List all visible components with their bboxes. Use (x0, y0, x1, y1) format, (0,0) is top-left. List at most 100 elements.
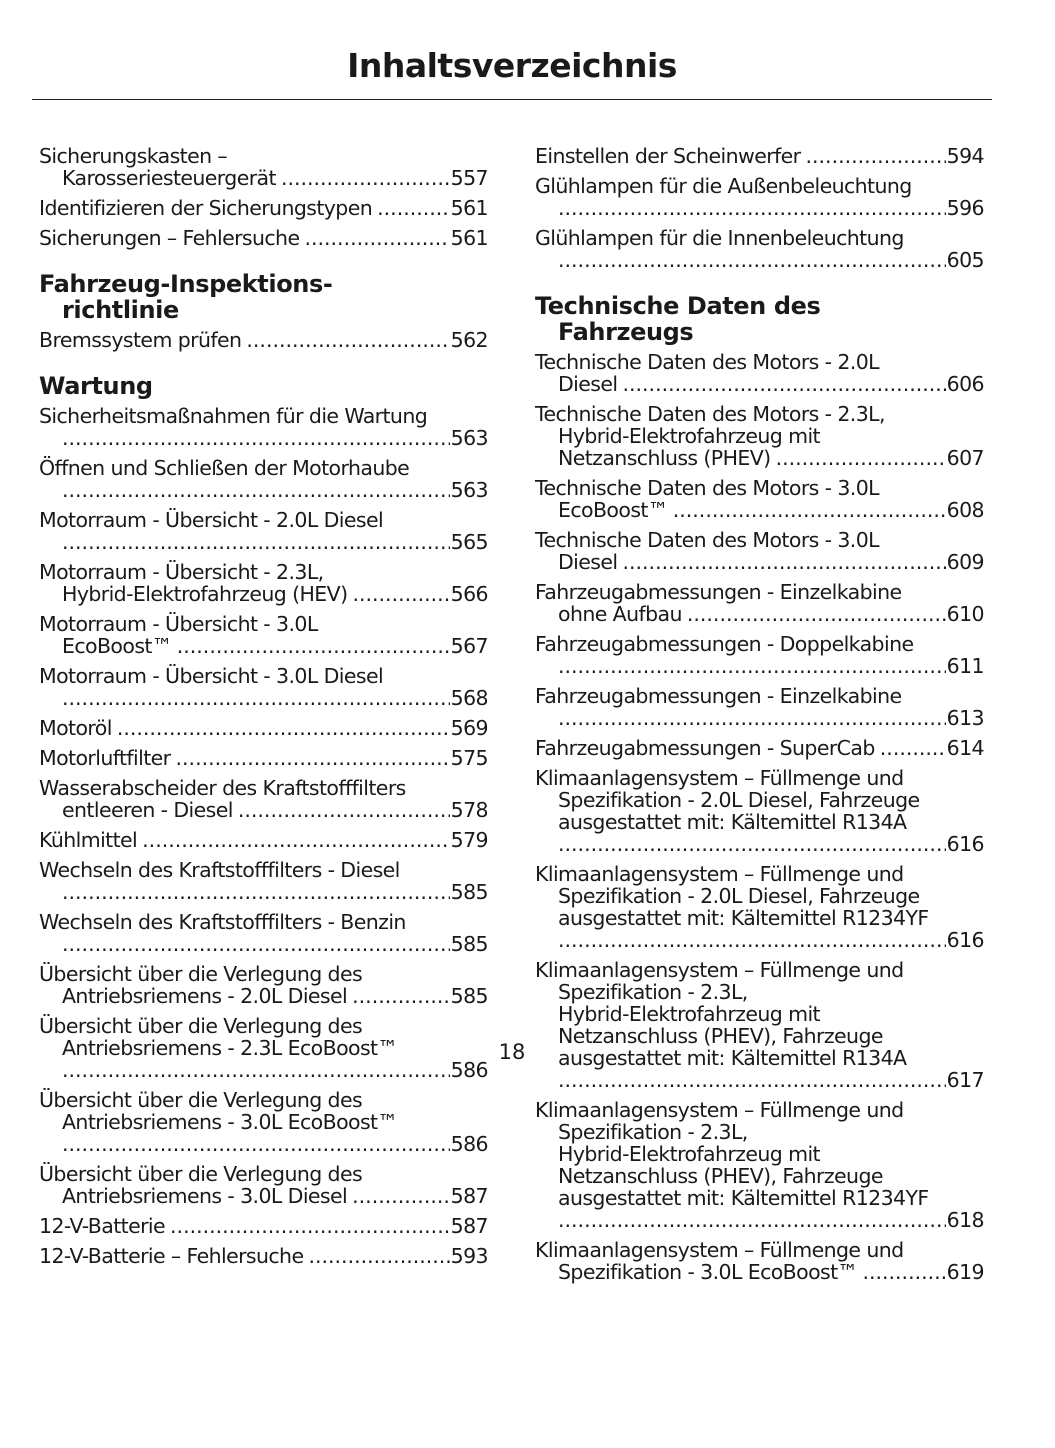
page-ref[interactable]: 610 (946, 602, 985, 626)
entry-line: ausgestattet mit: Kältemittel R134A (558, 810, 907, 834)
toc-entry[interactable]: Klimaanlagensystem – Füllmenge und Spezif… (535, 959, 985, 1092)
page-ref[interactable]: 585 (450, 880, 489, 904)
page-ref[interactable]: 605 (946, 248, 985, 272)
toc-entry[interactable]: Technische Daten des Motors - 3.0L Diesel… (535, 529, 985, 574)
page-ref[interactable]: 594 (946, 144, 985, 168)
page-ref[interactable]: 566 (450, 582, 489, 606)
toc-entry[interactable]: Technische Daten des Motors - 2.3L, Hybri… (535, 402, 985, 470)
page-ref[interactable]: 567 (450, 634, 489, 658)
page-ref[interactable]: 618 (946, 1208, 985, 1232)
entry-line: Motorraum - Übersicht - 3.0L Diesel (39, 664, 384, 688)
toc-entry[interactable]: Glühlampen für die Außenbeleuchtung 596 (535, 175, 985, 220)
toc-entry[interactable]: 12-V-Batterie 587 (39, 1214, 489, 1238)
entry-line: Fahrzeugabmessungen - Einzelkabine (535, 684, 902, 708)
page-ref[interactable]: 616 (946, 928, 985, 952)
toc-left-column: Sicherungskasten –Karosseriesteuergerät 5… (39, 145, 489, 1275)
toc-entry[interactable]: Wasserabscheider des Kraftstofffilters en… (39, 776, 489, 822)
toc-entry[interactable]: Motorraum - Übersicht - 3.0L Diesel 568 (39, 664, 489, 710)
page-ref[interactable]: 568 (450, 686, 489, 710)
page-ref[interactable]: 611 (946, 654, 985, 678)
page-ref[interactable]: 585 (450, 932, 489, 956)
page-ref[interactable]: 561 (450, 226, 489, 250)
entry-last-line: 613 (535, 706, 985, 730)
page-ref[interactable]: 609 (946, 550, 985, 574)
dot-leader (117, 717, 450, 739)
toc-entry[interactable]: Klimaanlagensystem – Füllmenge und Spezif… (535, 1099, 985, 1232)
toc-entry[interactable]: Glühlampen für die Innenbeleuchtung 605 (535, 227, 985, 272)
toc-entry[interactable]: Fahrzeugabmessungen - SuperCab 614 (535, 736, 985, 760)
page-ref[interactable]: 587 (450, 1184, 489, 1208)
page-ref[interactable]: 616 (946, 832, 985, 856)
entry-line: Spezifikation - 2.0L Diesel, Fahrzeuge (558, 884, 920, 908)
entry-last-line: 611 (535, 654, 985, 678)
dot-leader (862, 1261, 945, 1283)
page-ref[interactable]: 606 (946, 372, 985, 396)
entry-last-line: 563 (39, 426, 489, 450)
toc-entry[interactable]: Sicherheitsmaßnahmen für die Wartung 563 (39, 405, 489, 450)
entry-last-line: Fahrzeugabmessungen - SuperCab 614 (535, 736, 985, 760)
page-ref[interactable]: 593 (450, 1244, 489, 1268)
page-ref[interactable]: 586 (450, 1058, 489, 1082)
page-ref[interactable]: 563 (450, 426, 489, 450)
page-ref[interactable]: 565 (450, 530, 489, 554)
entry-line: Hybrid-Elektrofahrzeug mit (558, 1002, 821, 1026)
page-ref[interactable]: 575 (450, 746, 489, 770)
toc-entry[interactable]: Klimaanlagensystem – Füllmenge und Spezif… (535, 766, 985, 856)
entry-line: Technische Daten des Motors - 2.3L, (535, 402, 886, 426)
page-ref[interactable]: 613 (946, 706, 985, 730)
toc-entry[interactable]: Sicherungskasten –Karosseriesteuergerät 5… (39, 145, 489, 190)
toc-entry[interactable]: Wechseln des Kraftstofffilters - Benzin 5… (39, 911, 489, 956)
toc-entry[interactable]: Motorluftfilter 575 (39, 746, 489, 770)
entry-line: ausgestattet mit: Kältemittel R1234YF (558, 1186, 929, 1210)
entry-last-line: Identifizieren der Sicherungstypen 561 (39, 196, 489, 220)
entry-line: Spezifikation - 2.3L, (558, 980, 748, 1004)
toc-entry[interactable]: Motorraum - Übersicht - 2.0L Diesel 565 (39, 509, 489, 554)
page-ref[interactable]: 557 (450, 166, 489, 190)
toc-right-column: Einstellen der Scheinwerfer 594 Glühlampen… (535, 144, 985, 1291)
toc-entry[interactable]: Öffnen und Schließen der Motorhaube 563 (39, 457, 489, 502)
toc-entry[interactable]: 12-V-Batterie – Fehlersuche 593 (39, 1244, 489, 1268)
entry-last-line: Diesel 609 (535, 550, 985, 574)
toc-entry[interactable]: Bremssystem prüfen 562 (39, 328, 489, 352)
page-ref[interactable]: 579 (450, 828, 489, 852)
page-ref[interactable]: 585 (450, 984, 489, 1008)
toc-entry[interactable]: Wechseln des Kraftstofffilters - Diesel 5… (39, 859, 489, 904)
toc-entry[interactable]: Technische Daten des Motors - 2.0L Diesel… (535, 351, 985, 396)
entry-line: Wasserabscheider des Kraftstofffilters (39, 776, 406, 800)
page-ref[interactable]: 587 (450, 1214, 489, 1238)
toc-entry[interactable]: Übersicht über die Verlegung des Antriebs… (39, 963, 489, 1008)
page-ref[interactable]: 607 (946, 446, 985, 470)
page-ref[interactable]: 614 (946, 736, 985, 760)
toc-entry[interactable]: Technische Daten des Motors - 3.0L EcoBoo… (535, 477, 985, 522)
toc-entry[interactable]: Übersicht über die Verlegung des Antriebs… (39, 1163, 489, 1208)
toc-entry[interactable]: Fahrzeugabmessungen - Einzelkabine 613 (535, 684, 985, 730)
page-ref[interactable]: 569 (450, 716, 489, 740)
toc-entry[interactable]: Motorraum - Übersicht - 2.3L, Hybrid-Elek… (39, 560, 489, 606)
page-ref[interactable]: 578 (450, 798, 489, 822)
entry-line: Klimaanlagensystem – Füllmenge und (535, 766, 904, 790)
page-ref[interactable]: 608 (946, 498, 985, 522)
entry-last-line: Karosseriesteuergerät 557 (39, 166, 489, 190)
entry-line: Antriebsriemens - 3.0L EcoBoost™ (62, 1110, 398, 1134)
page-ref[interactable]: 596 (946, 196, 985, 220)
toc-entry[interactable]: Einstellen der Scheinwerfer 594 (535, 144, 985, 168)
toc-entry[interactable]: Identifizieren der Sicherungstypen 561 (39, 196, 489, 220)
page-ref[interactable]: 561 (450, 196, 489, 220)
entry-line: Motorraum - Übersicht - 2.3L, (39, 560, 324, 584)
page-ref[interactable]: 562 (450, 328, 489, 352)
page-ref[interactable]: 586 (450, 1132, 489, 1156)
toc-entry[interactable]: Fahrzeugabmessungen - Einzelkabine ohne A… (535, 581, 985, 626)
toc-entry[interactable]: Übersicht über die Verlegung des Antriebs… (39, 1089, 489, 1156)
page-ref[interactable]: 619 (946, 1260, 985, 1284)
toc-entry[interactable]: Sicherungen – Fehlersuche 561 (39, 226, 489, 250)
page-ref[interactable]: 563 (450, 478, 489, 502)
dot-leader (558, 655, 946, 677)
toc-entry[interactable]: Motoröl 569 (39, 716, 489, 740)
page-ref[interactable]: 617 (946, 1068, 985, 1092)
toc-entry[interactable]: Klimaanlagensystem – Füllmenge und Spezif… (535, 1239, 985, 1284)
toc-entry[interactable]: Fahrzeugabmessungen - Doppelkabine 611 (535, 633, 985, 678)
toc-entry[interactable]: Übersicht über die Verlegung des Antriebs… (39, 1015, 489, 1082)
toc-entry[interactable]: Klimaanlagensystem – Füllmenge und Spezif… (535, 863, 985, 952)
toc-entry[interactable]: Kühlmittel 579 (39, 828, 489, 852)
